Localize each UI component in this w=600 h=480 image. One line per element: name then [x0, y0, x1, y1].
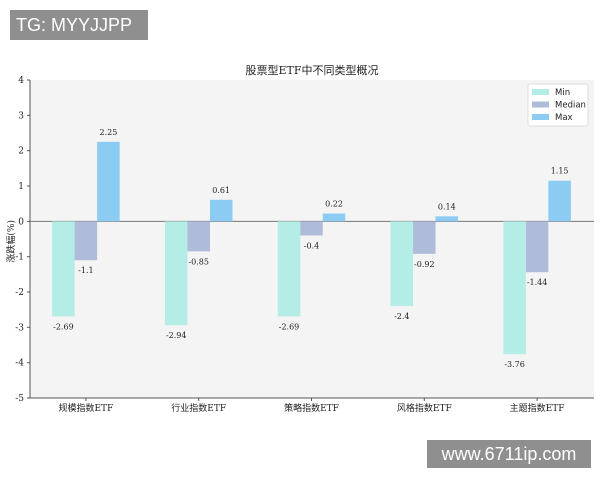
y-tick-label: 2 — [18, 147, 24, 157]
bar-max — [322, 213, 346, 222]
data-label: 2.25 — [99, 128, 117, 137]
bar-min — [503, 221, 526, 355]
legend-label: Median — [555, 101, 586, 111]
chart-title: 股票型ETF中不同类型概况 — [246, 63, 379, 77]
y-tick-label: -5 — [15, 394, 24, 404]
plot-area — [30, 80, 594, 398]
data-label: -0.85 — [188, 257, 209, 266]
data-label: -2.4 — [394, 312, 409, 321]
data-label: 0.22 — [325, 200, 343, 209]
data-label: -1.44 — [527, 278, 548, 287]
bar-min — [52, 221, 75, 317]
bar-median — [74, 221, 98, 261]
legend-swatch — [532, 114, 549, 120]
y-tick-label: 0 — [18, 217, 24, 227]
bar-max — [435, 216, 459, 222]
y-axis-label: 涨跌幅(%) — [5, 220, 17, 263]
bar-median — [187, 221, 210, 252]
bar-median — [413, 221, 436, 254]
data-label: -0.4 — [304, 241, 319, 250]
legend-label: Max — [555, 113, 573, 123]
data-label: -0.92 — [414, 260, 435, 269]
bar-min — [164, 221, 188, 326]
data-label: -2.69 — [279, 322, 300, 331]
legend-label: Min — [555, 88, 570, 98]
y-tick-label: 4 — [18, 76, 24, 86]
bar-min — [390, 221, 414, 307]
watermark-top-left: TG: MYYJJPP — [10, 10, 148, 40]
legend-swatch — [532, 89, 549, 95]
legend-swatch — [532, 101, 549, 108]
y-tick-label: 1 — [18, 182, 24, 192]
data-label: -2.69 — [53, 322, 74, 331]
data-label: 0.14 — [438, 202, 456, 211]
x-tick-label: 行业指数ETF — [171, 402, 226, 414]
bar-max — [548, 180, 571, 222]
data-label: -1.1 — [78, 266, 93, 275]
data-label: 0.61 — [212, 186, 230, 195]
bar-median — [525, 221, 549, 273]
bar-max — [97, 141, 120, 222]
y-tick-label: -2 — [15, 288, 24, 298]
x-tick-label: 风格指数ETF — [397, 402, 452, 414]
y-tick-label: -3 — [15, 323, 24, 333]
bar-min — [277, 221, 301, 317]
x-tick-label: 主题指数ETF — [510, 402, 565, 414]
x-tick-label: 规模指数ETF — [58, 402, 113, 414]
data-label: 1.15 — [551, 167, 569, 176]
y-tick-label: -4 — [15, 359, 24, 369]
data-label: -3.76 — [504, 360, 525, 369]
data-label: -2.94 — [166, 331, 187, 340]
bar-median — [300, 221, 323, 236]
bar-max — [209, 199, 233, 222]
y-tick-label: -1 — [15, 253, 24, 263]
watermark-bottom-right: www.6711ip.com — [427, 440, 591, 468]
x-tick-label: 策略指数ETF — [284, 402, 339, 414]
y-tick-label: 3 — [18, 111, 24, 121]
